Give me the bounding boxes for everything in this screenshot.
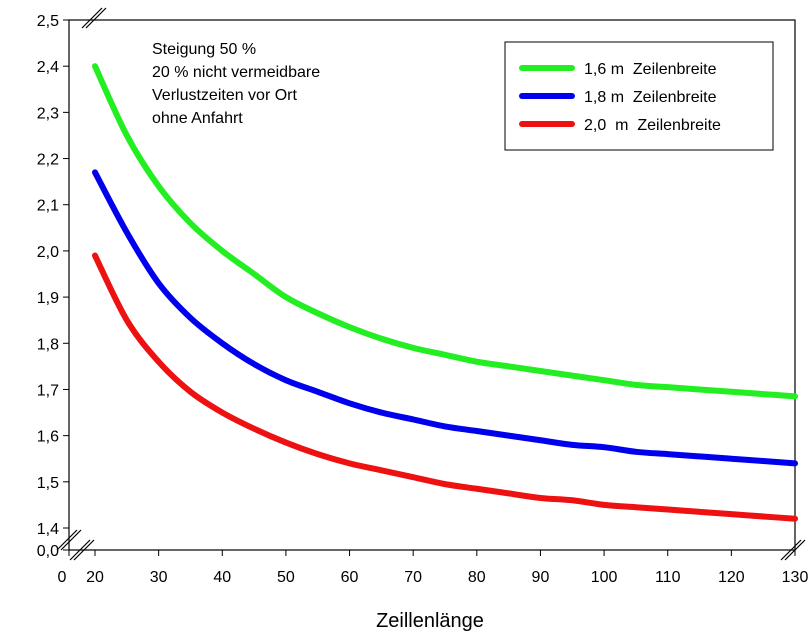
y-tick-label: 2,1	[37, 198, 59, 215]
series-group	[92, 63, 798, 522]
x-tick-label: 30	[150, 569, 168, 586]
legend-label-1: 1,6 m Zeilenbreite	[584, 61, 717, 78]
series-line-1	[92, 63, 798, 400]
y-tick-label: 1,6	[37, 429, 59, 446]
y-tick-label: 2,3	[37, 105, 59, 122]
y-tick-label: 1,4	[37, 521, 59, 538]
y-tick-label: 2,2	[37, 152, 59, 169]
y-tick-label: 2,0	[37, 244, 59, 261]
series-line-3	[92, 252, 798, 522]
x-axis-break-right	[780, 539, 802, 561]
x-tick-label: 40	[213, 569, 231, 586]
x-tick-label: 70	[404, 569, 422, 586]
x-tick-label: 90	[532, 569, 550, 586]
x-axis-break	[69, 539, 91, 561]
annotation-line-1: Steigung 50 %	[152, 41, 256, 58]
legend-label-3: 2,0 m Zeilenbreite	[584, 117, 721, 134]
y-tick-label: 2,4	[37, 59, 59, 76]
y-axis-break	[60, 529, 82, 551]
y-axis-break-top	[81, 7, 103, 29]
x-tick-label: 120	[718, 569, 745, 586]
annotation-line-3: Verlustzeiten vor Ort	[152, 87, 298, 104]
plot-frame	[68, 19, 796, 551]
x-tick-label: 20	[86, 569, 104, 586]
y-tick-label: 1,5	[37, 475, 59, 492]
x-tick-label: 130	[782, 569, 809, 586]
y-tick-label: 1,8	[37, 336, 59, 353]
x-axis-label: Zeillenlänge	[376, 610, 484, 632]
y-axis-break-top	[85, 7, 107, 29]
legend-label-2: 1,8 m Zeilenbreite	[584, 89, 717, 106]
x-tick-label: 110	[655, 569, 681, 586]
annotation: Steigung 50 % 20 % nicht vermeidbare Ver…	[152, 41, 320, 127]
annotation-line-4: ohne Anfahrt	[152, 110, 243, 127]
x-axis-break-right	[784, 539, 806, 561]
series-line-2	[92, 169, 798, 467]
x-tick-label: 60	[341, 569, 359, 586]
y-tick-label: 2,5	[37, 13, 59, 30]
legend: 1,6 m Zeilenbreite 1,8 m Zeilenbreite 2,…	[504, 41, 774, 151]
annotation-line-2: 20 % nicht vermeidbare	[152, 64, 320, 81]
x-tick-label: 100	[591, 569, 618, 586]
x-tick-label: 80	[468, 569, 486, 586]
y-tick-label: 0,0	[37, 543, 59, 560]
y-tick-label: 1,9	[37, 290, 59, 307]
y-axis-break	[56, 529, 78, 551]
x-tick-label: 0	[58, 569, 67, 586]
x-axis-break	[73, 539, 95, 561]
axes: 1,4 1,5 1,6 1,7 1,8 1,9 2,0 2,1 2,2 2,3 2,4 2,5 0,0 2…	[37, 7, 809, 586]
y-tick-label: 1,7	[37, 382, 59, 399]
x-tick-label: 50	[277, 569, 295, 586]
